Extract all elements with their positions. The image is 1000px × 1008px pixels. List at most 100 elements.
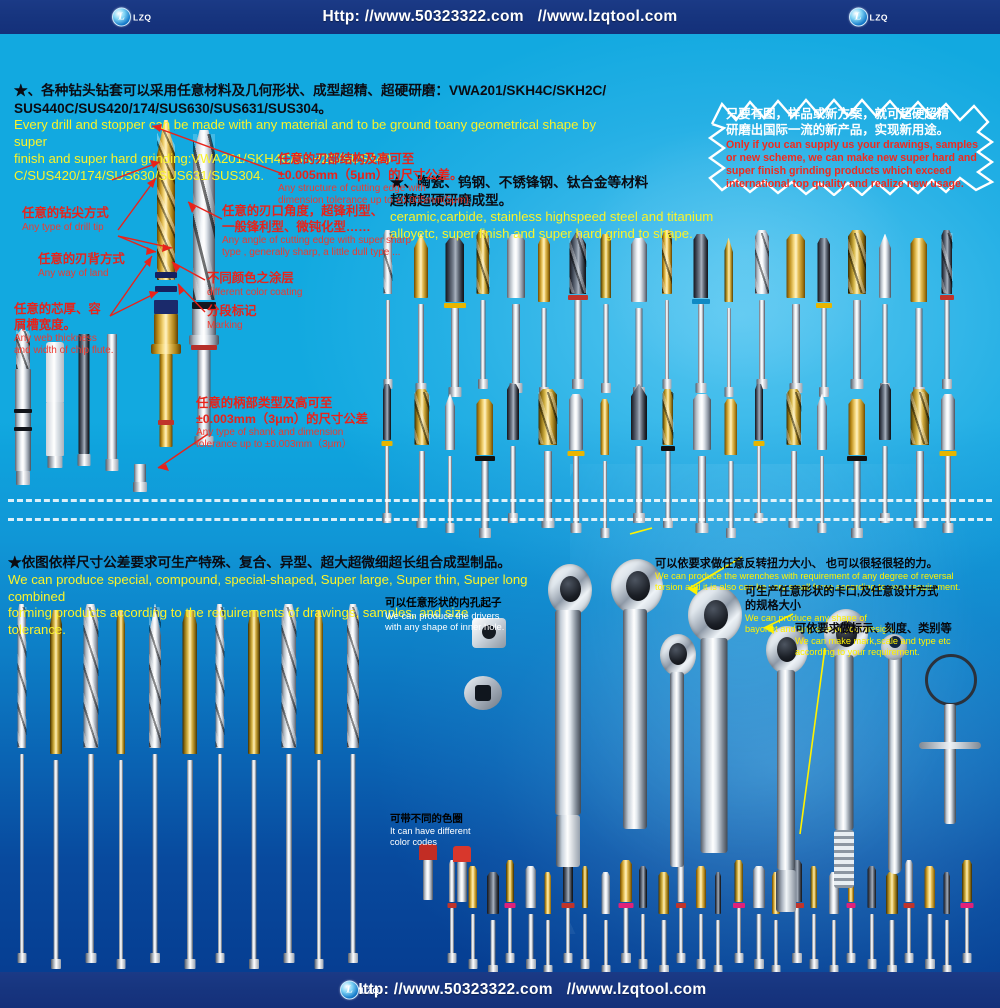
tool-shank-end	[600, 528, 609, 538]
product-tool	[520, 866, 541, 970]
annotation-color-coating: 不同颜色之涂层 different color coating	[207, 271, 302, 298]
tool-shank-end	[448, 387, 461, 397]
tool-flute	[786, 392, 801, 444]
tool-head	[817, 238, 830, 302]
tool-head	[347, 604, 359, 748]
product-tool	[938, 872, 955, 972]
product-tool	[471, 399, 498, 539]
logo-wordmark: LZQ	[133, 12, 152, 22]
product-tool	[111, 610, 130, 970]
color-ring	[443, 303, 466, 308]
open-end-wrench	[875, 634, 915, 904]
tool-flute	[662, 233, 672, 293]
footer-url[interactable]: Http: //www.50323322.com //www.lzqtool.co…	[351, 981, 706, 999]
tool-shaft	[849, 908, 853, 954]
tool-shank-end	[621, 953, 631, 963]
product-tool	[812, 394, 832, 534]
tool-head	[507, 384, 519, 440]
color-ring	[561, 903, 575, 908]
product-tool	[440, 394, 460, 534]
tool-shaft	[350, 754, 356, 954]
tool-shank-end	[724, 387, 733, 397]
tool-shaft	[602, 461, 607, 529]
tool-head	[724, 399, 737, 455]
tool-shaft	[882, 446, 888, 514]
footer-logo: L LZQ	[340, 980, 380, 1000]
tool-shank-end	[215, 953, 224, 963]
product-tool	[729, 860, 748, 964]
tool-head	[631, 384, 647, 440]
tool-head	[149, 604, 161, 748]
tool-shaft	[118, 760, 123, 960]
tool-shank-end	[941, 379, 952, 389]
tool-head	[538, 238, 550, 302]
color-code-cap	[452, 846, 472, 906]
tool-flute	[476, 233, 489, 293]
callout-en-line3: super finish grinding products which exc…	[726, 165, 952, 177]
tool-shaft	[251, 760, 257, 960]
ann-en: Marking	[207, 319, 243, 331]
tool-shaft	[480, 300, 485, 380]
ann-en: Any type of shank and dimension	[196, 427, 344, 439]
tool-shank-end	[658, 965, 669, 972]
tool-head	[601, 872, 610, 914]
tool-head	[525, 866, 536, 908]
product-tool	[276, 604, 301, 964]
tool-shank-end	[788, 518, 799, 528]
tool-head	[941, 230, 952, 294]
ann-en: Any way of land	[38, 267, 109, 279]
zigzag-border-icon	[707, 98, 995, 196]
color-ring	[753, 441, 765, 446]
tool-head	[414, 234, 428, 298]
tool-shaft	[853, 461, 860, 529]
ann-en: We can produce the drivers	[385, 610, 500, 622]
tool-shaft	[945, 456, 951, 524]
product-tool	[501, 860, 519, 964]
ann-en: It can have different	[390, 826, 471, 837]
tool-head	[791, 860, 802, 902]
lower-en-line1: We can produce special, compound, specia…	[8, 571, 528, 604]
header-url-primary: Http: //www.50323322.com	[322, 8, 524, 25]
tool-shaft	[573, 456, 579, 524]
tool-shaft	[944, 300, 949, 380]
tool-shaft	[907, 908, 911, 954]
tool-shaft	[635, 446, 643, 514]
product-tool	[781, 389, 806, 529]
tool-head	[248, 610, 260, 754]
tool-head	[215, 604, 224, 748]
tool-shaft	[757, 446, 761, 514]
tool-shank-end	[580, 959, 590, 969]
ann-en: dimension tolerance up to ±0.005mm(5μm).	[278, 195, 472, 207]
tool-head	[755, 230, 769, 294]
callout-en-line1: Only if you can supply us your drawings,…	[726, 138, 978, 151]
tool-shank-end	[563, 953, 573, 963]
product-tool	[577, 866, 593, 970]
header-url[interactable]: Http: //www.50323322.com //www.lzqtool.co…	[322, 8, 677, 26]
callout-cn-line2: 研磨出国际一流的新产品，实现新用途。	[726, 123, 950, 138]
tool-shaft	[470, 914, 475, 960]
tool-flute	[941, 233, 952, 293]
annotation-inner-hole-driver: 可以任意形状的内孔起子 We can produce the drivers w…	[385, 597, 504, 633]
tool-head	[507, 234, 525, 298]
tool-shaft	[217, 754, 222, 954]
annotation-web-thickness: 任意的芯厚、容 屑槽宽度。 Any web thickness and widt…	[14, 302, 114, 357]
product-tool	[905, 238, 932, 398]
product-tool	[719, 238, 738, 398]
ring-probe-tool	[915, 654, 985, 904]
product-tool	[919, 866, 940, 970]
tool-head	[905, 860, 913, 902]
tool-head	[715, 872, 721, 914]
tool-shaft	[623, 908, 629, 954]
ratchet-wrench	[682, 586, 746, 886]
product-tool	[533, 238, 555, 398]
tool-head	[314, 610, 323, 754]
logo-wordmark: LZQ	[361, 985, 380, 995]
intro-cn-line1: ★、各种钻头钻套可以采用任意材料及几何形状、成型超精、超硬研磨：VWA201/S…	[14, 83, 607, 98]
tool-flute	[414, 392, 429, 444]
tool-shank-end	[541, 518, 554, 528]
tool-shaft	[882, 304, 888, 384]
product-tool	[8, 329, 38, 489]
tool-head	[506, 860, 514, 902]
tool-head	[476, 399, 493, 455]
tool-head	[600, 234, 611, 298]
